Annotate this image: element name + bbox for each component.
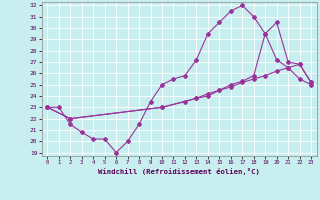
X-axis label: Windchill (Refroidissement éolien,°C): Windchill (Refroidissement éolien,°C) xyxy=(98,168,260,175)
